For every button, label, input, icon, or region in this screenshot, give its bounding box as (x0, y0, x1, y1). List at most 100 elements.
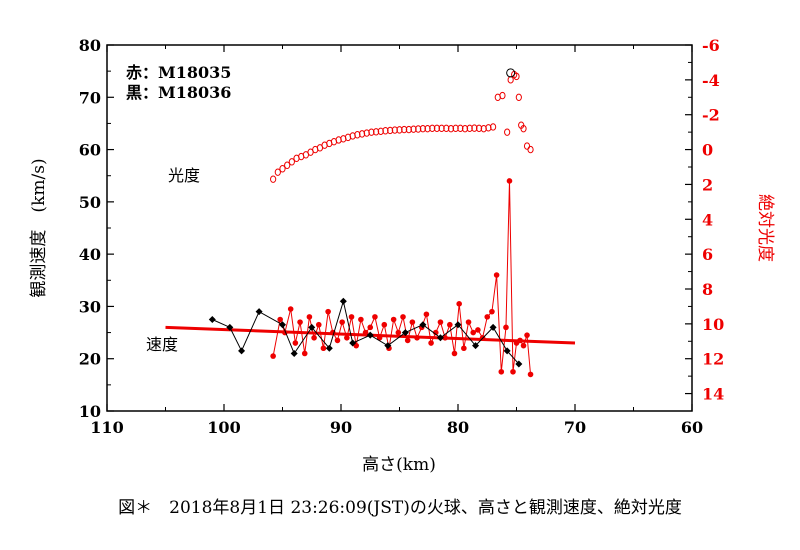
y-tick-label-right: 12 (702, 350, 724, 369)
data-point-m18036 (489, 323, 497, 331)
magnitude-point-m18035 (513, 72, 520, 81)
data-point-m18036 (290, 349, 298, 357)
magnitude-point-m18035 (410, 125, 417, 133)
data-point-m18036 (208, 316, 216, 323)
data-point-m18035 (297, 319, 303, 325)
magnitude-point-m18035 (288, 158, 295, 166)
data-point-m18036 (238, 347, 246, 355)
data-point-m18035 (456, 301, 462, 307)
y-tick-label-left: 10 (79, 402, 101, 421)
magnitude-point-m18035 (515, 93, 522, 101)
data-point-m18036 (472, 342, 480, 350)
x-axis-label: 高さ(km) (362, 455, 436, 475)
data-point-m18035 (339, 319, 345, 325)
data-point-m18035 (301, 350, 308, 357)
data-point-m18035 (404, 337, 411, 344)
data-point-m18035 (484, 314, 491, 320)
magnitude-point-m18035 (447, 124, 455, 133)
y-tick-label-right: 6 (702, 245, 713, 264)
data-point-m18035 (527, 371, 534, 378)
y-tick-label-left: 20 (79, 350, 101, 369)
magnitude-point-m18035 (429, 124, 436, 133)
data-point-m18035 (489, 308, 495, 315)
data-point-m18035 (372, 314, 378, 320)
magnitude-point-m18035 (382, 127, 389, 135)
y-axis-label-left: 観測速度 (km/s) (29, 158, 49, 297)
magnitude-point-m18035 (452, 124, 459, 133)
magnitude-point-m18036 (506, 68, 516, 78)
magnitude-point-m18035 (433, 124, 441, 133)
legend-m18035: 赤：M18035 (126, 63, 231, 82)
y-tick-label-right: 4 (702, 210, 713, 229)
y-tick-label-left: 40 (79, 245, 101, 264)
x-tick-label: 80 (447, 418, 469, 437)
data-point-m18035 (447, 321, 453, 328)
legend-m18036: 黒：M18036 (126, 83, 231, 102)
magnitude-point-m18035 (475, 124, 483, 133)
y-tick-label-right: 0 (702, 141, 713, 160)
data-point-m18035 (451, 350, 458, 357)
magnitude-point-m18035 (490, 123, 497, 131)
magnitude-point-m18035 (274, 168, 281, 176)
data-point-m18035 (465, 319, 472, 325)
data-point-m18035 (367, 324, 374, 331)
y-tick-label-right: 8 (702, 280, 713, 299)
series-line-m18035 (272, 180, 532, 375)
x-tick-label: 100 (207, 418, 240, 437)
y-tick-label-right: -4 (702, 71, 720, 90)
annotation-velocity: 速度 (146, 335, 178, 354)
y-tick-label-left: 30 (79, 297, 101, 316)
magnitude-point-m18035 (419, 124, 426, 133)
series-line-m18036 (212, 299, 520, 365)
magnitude-point-m18035 (387, 126, 394, 135)
y-tick-label-right: 10 (702, 315, 724, 334)
magnitude-point-m18035 (401, 125, 408, 134)
y-tick-label-left: 80 (79, 36, 101, 55)
data-point-m18035 (503, 324, 509, 331)
x-tick-label: 60 (681, 418, 703, 437)
data-point-m18036 (226, 323, 234, 331)
data-point-m18035 (461, 345, 467, 352)
magnitude-point-m18035 (284, 161, 291, 169)
data-point-m18036 (515, 360, 523, 368)
magnitude-point-m18035 (527, 145, 534, 154)
magnitude-point-m18035 (443, 124, 450, 133)
magnitude-point-m18035 (368, 128, 375, 136)
data-point-m18035 (395, 329, 402, 336)
data-point-m18035 (498, 368, 505, 375)
figure-caption: 図＊ 2018年8月1日 23:26:09(JST)の火球、高さと観測速度、絶対… (118, 498, 682, 518)
data-point-m18035 (520, 342, 527, 349)
magnitude-point-m18035 (270, 175, 277, 183)
data-point-m18035 (270, 353, 276, 359)
y-tick-label-left: 70 (79, 88, 101, 107)
magnitude-point-m18035 (396, 126, 403, 134)
data-point-m18036 (255, 308, 263, 316)
data-point-m18035 (470, 329, 477, 336)
data-point-m18035 (506, 178, 513, 184)
data-point-m18035 (493, 272, 500, 278)
data-point-m18035 (287, 306, 294, 312)
x-tick-label: 90 (330, 418, 352, 437)
data-point-m18035 (277, 316, 283, 323)
data-point-m18035 (524, 332, 530, 338)
data-point-m18035 (292, 340, 299, 346)
magnitude-point-m18035 (391, 126, 398, 134)
magnitude-point-m18035 (457, 124, 464, 133)
magnitude-point-m18035 (523, 142, 531, 150)
data-point-m18035 (400, 314, 406, 320)
magnitude-point-m18035 (415, 125, 422, 133)
data-point-m18036 (436, 334, 444, 342)
data-point-m18036 (349, 339, 357, 347)
y-tick-label-right: -6 (702, 36, 720, 55)
data-point-m18035 (381, 321, 388, 328)
annotation-magnitude: 光度 (168, 166, 200, 185)
data-point-m18036 (401, 329, 409, 337)
data-point-m18035 (390, 316, 397, 323)
data-point-m18035 (358, 316, 364, 323)
data-point-m18035 (475, 327, 481, 333)
y-tick-label-right: 2 (702, 175, 713, 194)
x-tick-label: 70 (564, 418, 586, 437)
data-point-m18036 (503, 347, 511, 355)
data-point-m18036 (366, 331, 374, 339)
data-point-m18035 (428, 340, 434, 346)
